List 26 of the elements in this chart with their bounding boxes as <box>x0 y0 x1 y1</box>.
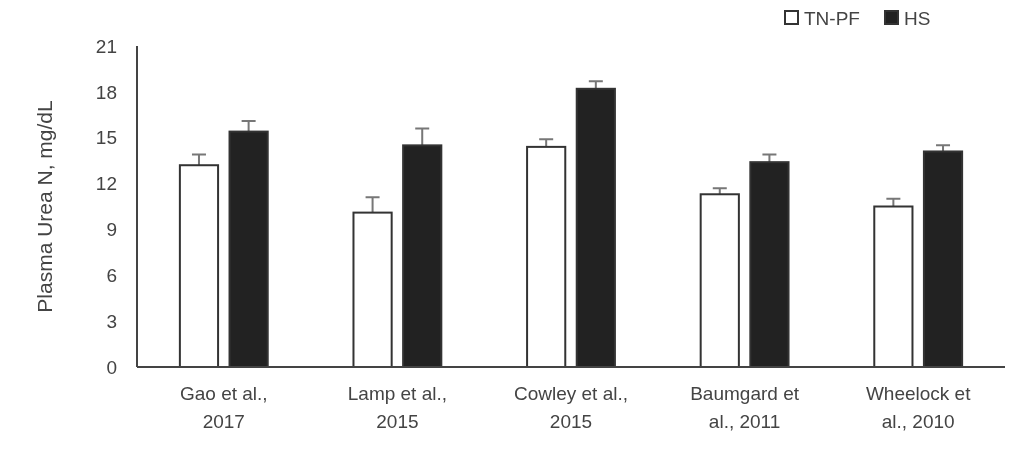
x-tick-label: Lamp et al., 2015 <box>347 383 448 432</box>
bar <box>699 193 740 368</box>
bar <box>352 211 393 368</box>
bar <box>178 164 220 368</box>
y-tick-label: 18 <box>95 81 117 103</box>
x-tick-label: Cowley et al., 2015 <box>513 383 629 432</box>
x-tick-label: Wheelock et al., 2010 <box>865 383 972 432</box>
bar <box>228 130 269 368</box>
y-tick-label: 12 <box>95 173 117 195</box>
y-tick-label: 21 <box>95 35 117 57</box>
legend-label: TN-PF <box>804 7 860 29</box>
bar <box>526 145 567 368</box>
x-tick-label: Baumgard et al., 2011 <box>690 383 800 432</box>
y-tick-label: 9 <box>106 219 117 241</box>
bar <box>575 87 616 368</box>
y-axis-title: Plasma Urea N, mg/dL <box>33 100 56 313</box>
y-tick-label: 15 <box>95 127 117 149</box>
legend-label: HS <box>904 7 931 29</box>
bar <box>402 144 443 368</box>
y-tick-label: 6 <box>106 264 117 286</box>
bar <box>749 161 790 368</box>
bar <box>922 150 964 368</box>
x-tick-label: Gao et al., 2017 <box>179 383 268 432</box>
bar <box>873 205 914 368</box>
y-tick-label: 0 <box>106 356 117 378</box>
y-tick-label: 3 <box>106 310 117 332</box>
